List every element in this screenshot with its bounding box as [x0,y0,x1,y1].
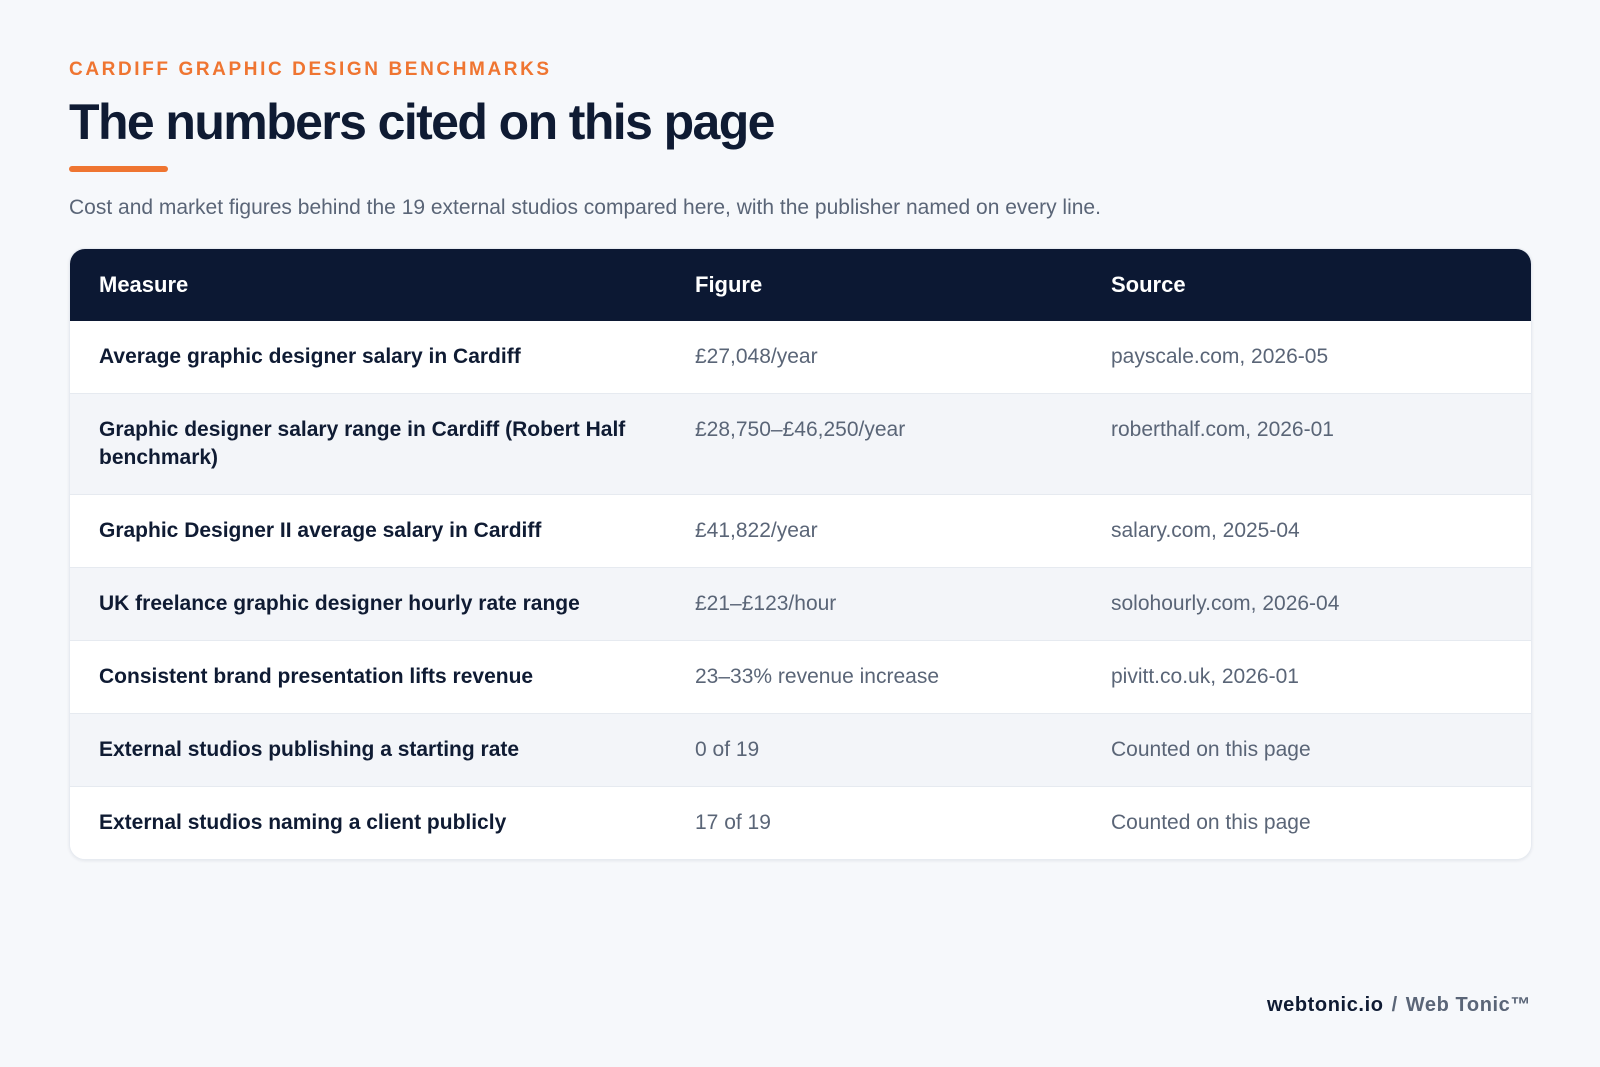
source-cell: salary.com, 2025-04 [1082,494,1531,568]
table-row: Consistent brand presentation lifts reve… [70,640,1531,714]
figure-cell: £21–£123/hour [666,567,1082,641]
source-cell: payscale.com, 2026-05 [1111,345,1329,368]
benchmarks-table-card: Measure Figure Source Average graphic de… [69,248,1532,860]
figure-cell: 23–33% revenue increase [666,640,1082,714]
benchmarks-table: Measure Figure Source Average graphic de… [70,249,1531,859]
measure-cell: Graphic designer salary range in Cardiff… [70,393,666,495]
footer-brand: Web Tonic™ [1405,994,1531,1016]
column-header-source: Source [1111,272,1186,297]
footer-separator: / [1391,994,1398,1016]
figure-cell: 0 of 19 [666,713,1082,787]
table-header-row: Measure Figure Source [70,249,1531,321]
source-cell: pivitt.co.uk, 2026-01 [1082,640,1531,714]
source-cell: Counted on this page [1082,713,1531,787]
footer-credit: webtonic.io / Web Tonic™ [1267,992,1531,1018]
measure-cell: Graphic Designer II average salary in Ca… [70,494,666,568]
figure-cell: £28,750–£46,250/year [666,393,1082,495]
figure-cell: 17 of 19 [666,786,1082,859]
table-row: UK freelance graphic designer hourly rat… [70,567,1531,641]
source-cell: roberthalf.com, 2026-01 [1082,393,1531,495]
table-row: Graphic designer salary range in Cardiff… [70,393,1531,495]
measure-cell: Consistent brand presentation lifts reve… [70,640,666,714]
figure-cell: £27,048/year [695,345,818,368]
table-row: External studios publishing a starting r… [70,713,1531,787]
table-row: External studios naming a client publicl… [70,786,1531,859]
source-cell: Counted on this page [1082,786,1531,859]
title-underline [69,166,168,172]
footer-domain: webtonic.io [1266,994,1384,1016]
table-row: Graphic Designer II average salary in Ca… [70,494,1531,568]
column-header-measure: Measure [99,272,189,297]
source-cell: solohourly.com, 2026-04 [1082,567,1531,641]
page-content: CARDIFF GRAPHIC DESIGN BENCHMARKS The nu… [69,58,1532,860]
figure-cell: £41,822/year [666,494,1082,568]
page-subtitle: Cost and market figures behind the 19 ex… [69,196,1101,219]
measure-cell: Average graphic designer salary in Cardi… [99,345,521,368]
table-row: Average graphic designer salary in Cardi… [70,321,1531,394]
page-eyebrow: CARDIFF GRAPHIC DESIGN BENCHMARKS [69,59,552,80]
measure-cell: External studios publishing a starting r… [70,713,666,787]
measure-cell: External studios naming a client publicl… [70,786,666,859]
page-title: The numbers cited on this page [69,94,775,150]
column-header-figure: Figure [695,272,763,297]
measure-cell: UK freelance graphic designer hourly rat… [70,567,666,641]
